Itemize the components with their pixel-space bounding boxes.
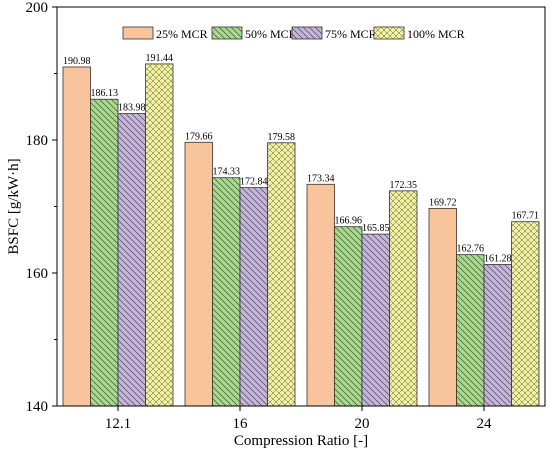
- legend-swatch-100-mcr-outline: [373, 26, 405, 40]
- bar-100-mcr-20-hatch: [389, 190, 418, 407]
- legend-swatch-25-mcr-outline: [122, 26, 154, 40]
- bar-25-mcr-12-1: [63, 66, 91, 406]
- x-axis-title: Compression Ratio [-]: [234, 433, 368, 449]
- bar-50-mcr-24-hatch: [456, 254, 485, 407]
- bar-100-mcr-12-1-hatch: [145, 63, 174, 407]
- x-tick-label-20: 20: [355, 416, 370, 432]
- value-label-100-mcr-12-1: 191.44: [146, 53, 174, 64]
- bar-100-mcr-16-hatch: [267, 142, 296, 407]
- x-axis: 12.1 16 20 24: [105, 406, 492, 432]
- x-tick-label-24: 24: [477, 416, 493, 432]
- bar-100-mcr-24-hatch: [511, 221, 540, 407]
- bar-75-mcr-16-hatch: [239, 187, 268, 407]
- bars-layer: [62, 63, 540, 407]
- x-tick-label-12-1: 12.1: [105, 416, 131, 432]
- bar-50-mcr-12-1-hatch: [90, 98, 119, 407]
- value-label-100-mcr-24: 167.71: [512, 211, 540, 222]
- value-label-100-mcr-20: 172.35: [390, 180, 418, 191]
- y-tick-label-180: 180: [26, 133, 49, 149]
- bar-50-mcr-16-hatch: [212, 177, 241, 407]
- bar-50-mcr-20-hatch: [334, 226, 363, 407]
- y-axis-title: BSFC [g/kW·h]: [6, 158, 22, 254]
- legend-swatch-75-mcr-outline: [291, 26, 323, 40]
- value-label-25-mcr-20: 173.34: [307, 173, 335, 184]
- value-label-25-mcr-12-1: 190.98: [63, 56, 91, 67]
- bar-25-mcr-16: [185, 142, 213, 407]
- y-tick-label-200: 200: [26, 0, 49, 16]
- legend-label-75-mcr: 75% MCR: [325, 27, 377, 41]
- bar-75-mcr-12-1-hatch: [117, 113, 146, 407]
- value-label-50-mcr-20: 166.96: [335, 216, 363, 227]
- legend-swatch-25-mcr: [123, 27, 153, 39]
- value-label-75-mcr-12-1: 183.98: [118, 103, 146, 114]
- value-label-25-mcr-24: 169.72: [429, 197, 457, 208]
- x-tick-label-16: 16: [233, 416, 249, 432]
- bar-75-mcr-20-hatch: [361, 233, 390, 407]
- value-labels-layer: 190.98186.13183.98191.44179.66174.33172.…: [63, 53, 539, 265]
- value-label-50-mcr-24: 162.76: [457, 244, 485, 255]
- legend: 25% MCR 50% MCR 75% MCR 100% MCR: [122, 26, 465, 41]
- y-axis: 140 160 180 200: [26, 0, 57, 415]
- bar-25-mcr-24: [429, 208, 457, 406]
- value-label-50-mcr-12-1: 186.13: [91, 88, 119, 99]
- value-label-100-mcr-16: 179.58: [268, 132, 296, 143]
- legend-swatch-50-mcr-outline: [211, 26, 243, 40]
- bar-75-mcr-24-hatch: [483, 264, 512, 407]
- value-label-75-mcr-24: 161.28: [484, 253, 512, 264]
- value-label-75-mcr-16: 172.84: [240, 177, 268, 188]
- legend-label-25-mcr: 25% MCR: [156, 27, 208, 41]
- value-label-50-mcr-16: 174.33: [213, 167, 241, 178]
- legend-label-100-mcr: 100% MCR: [407, 27, 465, 41]
- value-label-25-mcr-16: 179.66: [185, 131, 213, 142]
- legend-label-50-mcr: 50% MCR: [245, 27, 297, 41]
- bar-25-mcr-20: [307, 184, 335, 406]
- y-tick-label-160: 160: [26, 266, 49, 282]
- value-label-75-mcr-20: 165.85: [362, 223, 390, 234]
- y-tick-label-140: 140: [26, 399, 49, 415]
